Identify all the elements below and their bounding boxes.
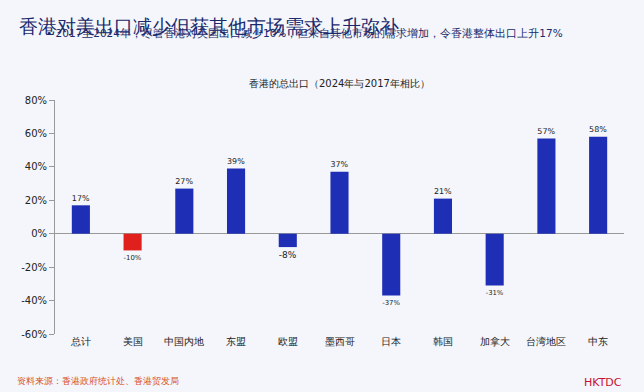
- svg-text:欧盟: 欧盟: [278, 336, 298, 347]
- svg-text:中国内地: 中国内地: [164, 336, 204, 347]
- svg-text:• 2017至2024年，尽管香港对美国出口减少10%，但来: • 2017至2024年，尽管香港对美国出口减少10%，但来自其他市场的需求增加…: [46, 27, 563, 39]
- svg-text:-20%: -20%: [21, 262, 47, 273]
- svg-text:墨西哥: 墨西哥: [325, 336, 355, 347]
- svg-text:东盟: 东盟: [226, 336, 246, 347]
- svg-text:-60%: -60%: [21, 329, 47, 340]
- svg-text:-37%: -37%: [382, 299, 400, 307]
- svg-text:20%: 20%: [25, 195, 47, 206]
- svg-text:-8%: -8%: [279, 250, 297, 260]
- svg-text:资料来源：香港政府统计处、香港贸发局: 资料来源：香港政府统计处、香港贸发局: [17, 376, 179, 386]
- svg-text:40%: 40%: [25, 161, 47, 172]
- svg-text:39%: 39%: [227, 157, 245, 166]
- svg-text:57%: 57%: [537, 127, 555, 136]
- svg-text:中东: 中东: [588, 336, 608, 347]
- svg-text:80%: 80%: [25, 95, 47, 106]
- svg-text:-10%: -10%: [124, 254, 142, 262]
- svg-text:香港的总出口（2024年与2017年相比）: 香港的总出口（2024年与2017年相比）: [249, 78, 430, 89]
- svg-text:加拿大: 加拿大: [480, 336, 510, 347]
- svg-text:-31%: -31%: [486, 289, 504, 297]
- svg-text:37%: 37%: [330, 160, 348, 169]
- svg-text:21%: 21%: [434, 187, 452, 196]
- svg-text:HKTDC: HKTDC: [584, 376, 622, 389]
- svg-text:台湾地区: 台湾地区: [526, 336, 566, 347]
- svg-text:58%: 58%: [589, 125, 607, 134]
- svg-text:日本: 日本: [381, 336, 401, 347]
- svg-text:韩国: 韩国: [433, 336, 453, 347]
- svg-text:总计: 总计: [70, 336, 91, 347]
- svg-text:27%: 27%: [175, 177, 193, 186]
- svg-text:美国: 美国: [123, 336, 143, 347]
- svg-text:60%: 60%: [25, 128, 47, 139]
- svg-text:17%: 17%: [72, 194, 90, 203]
- svg-text:-40%: -40%: [21, 295, 47, 306]
- svg-text:0%: 0%: [31, 228, 47, 239]
- svg-text:香港对美出口减少但获其他市场需求上升弥补: 香港对美出口减少但获其他市场需求上升弥补: [19, 15, 399, 37]
